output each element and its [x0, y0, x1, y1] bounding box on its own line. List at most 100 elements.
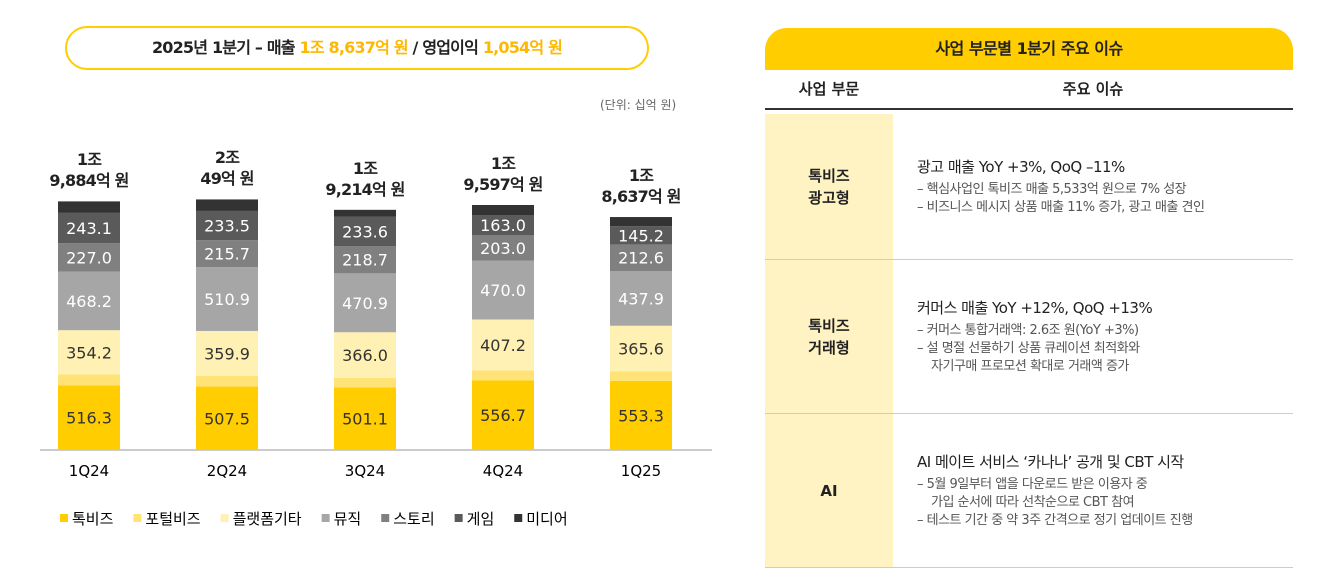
total-label: 1조 9,884억 원 — [49, 150, 129, 191]
legend-label: 게임 — [467, 510, 495, 528]
headline: 2025년 1분기 – 매출 1조 8,637억 원 / 영업이익 1,054억… — [65, 26, 649, 70]
bar-segment — [196, 267, 258, 331]
value-label: 243.1 — [66, 219, 112, 238]
value-label: 212.6 — [618, 249, 664, 268]
table-row: 톡비즈 광고형 광고 매출 YoY +3%, QoQ –11% – 핵심사업인 톡비… — [765, 114, 1293, 260]
value-label: 470.9 — [342, 294, 388, 313]
value-label: 163.0 — [480, 216, 526, 235]
table-row: AI AI 메이트 서비스 ‘카나나’ 공개 및 CBT 시작 – 5월 9일부터 … — [765, 414, 1293, 568]
issue-bullet: – 5월 9일부터 앱을 다운로드 받은 이용자 중 가입 순서에 따라 선착순… — [917, 477, 1148, 510]
value-label: 359.9 — [204, 344, 250, 363]
bar-segment — [58, 385, 120, 450]
bar-segment — [58, 374, 120, 386]
legend-swatch — [220, 514, 229, 522]
issue-table: 사업 부문별 1분기 주요 이슈 사업 부문 주요 이슈 톡비즈 광고형 광고 매… — [765, 28, 1293, 568]
x-tick-label: 1Q25 — [621, 462, 661, 480]
bar-segment — [196, 199, 258, 211]
legend-label: 포털비즈 — [145, 510, 200, 528]
value-label: 553.3 — [618, 406, 664, 425]
bar-segment — [610, 325, 672, 372]
bar-segment — [334, 216, 396, 247]
value-label: 470.0 — [480, 281, 526, 300]
bar-segment — [610, 217, 672, 227]
value-label: 516.3 — [66, 409, 112, 428]
chart: 516.3 354.2 468.2 227.0 243.1 1Q24 507.5 359.9 5… — [40, 199, 712, 528]
bar-segment — [610, 226, 672, 245]
bar-segment — [58, 243, 120, 272]
legend-swatch — [454, 514, 463, 522]
issue-bullet: – 설 명절 선물하기 상품 큐레이션 최적화와 자기구매 프로모션 확대로 거… — [917, 341, 1140, 374]
issue-heading: AI 메이트 서비스 ‘카나나’ 공개 및 CBT 시작 — [917, 453, 1184, 471]
column-header: 사업 부문 — [798, 80, 860, 98]
value-label: 510.9 — [204, 290, 250, 309]
bar-segment — [58, 330, 120, 375]
legend-swatch — [321, 514, 330, 522]
value-label: 354.2 — [66, 343, 112, 362]
column-header: 주요 이슈 — [1062, 80, 1124, 98]
total-label: 2조 49억 원 — [200, 148, 254, 189]
legend-swatch — [133, 514, 142, 522]
bar-segment — [58, 271, 120, 331]
x-tick-label: 4Q24 — [483, 462, 523, 480]
total-label: 1조 9,597억 원 — [463, 154, 543, 195]
total-label: 1조 9,214억 원 — [325, 158, 405, 199]
bar-segment — [196, 240, 258, 268]
bar-segment — [334, 209, 396, 217]
bar-segment — [334, 273, 396, 333]
value-label: 145.2 — [618, 226, 664, 245]
bar-segment — [334, 387, 396, 450]
issue-bullet: – 비즈니스 메시지 상품 매출 11% 증가, 광고 매출 견인 — [917, 200, 1205, 215]
bar-segment — [472, 370, 534, 381]
issue-bullet: – 테스트 기간 중 약 3주 간격으로 정기 업데이트 진행 — [917, 513, 1193, 528]
value-label: 233.5 — [204, 217, 250, 236]
bar-segment — [472, 380, 534, 450]
value-label: 227.0 — [66, 248, 112, 267]
bar-segment — [58, 201, 120, 213]
value-label: 233.6 — [342, 222, 388, 241]
headline-revenue: 1조 8,637억 원 — [299, 38, 409, 57]
bar-segment — [196, 210, 258, 241]
value-label: 437.9 — [618, 289, 664, 308]
value-label: 218.7 — [342, 251, 388, 270]
table-header: 사업 부문 주요 이슈 — [765, 70, 1293, 110]
value-label: 203.0 — [480, 239, 526, 258]
issue-cell: 커머스 매출 YoY +12%, QoQ +13% – 커머스 통합거래액: 2.… — [893, 260, 1293, 413]
headline-profit: 1,054억 원 — [482, 38, 563, 57]
bar-segment — [610, 371, 672, 381]
total-label: 1조 8,637억 원 — [601, 166, 681, 207]
x-tick-label: 3Q24 — [345, 462, 385, 480]
value-label: 501.1 — [342, 410, 388, 429]
segment-cell: 톡비즈 광고형 — [765, 114, 893, 259]
bar-segment — [472, 235, 534, 261]
issue-cell: 광고 매출 YoY +3%, QoQ –11% – 핵심사업인 톡비즈 매출 5,… — [893, 114, 1293, 259]
headline-text: 2025년 1분기 – 매출 — [151, 38, 296, 57]
value-label: 407.2 — [480, 336, 526, 355]
bar-segment — [472, 215, 534, 236]
bar-segment — [610, 380, 672, 450]
legend-label: 미디어 — [526, 510, 567, 528]
legend-swatch — [60, 514, 68, 522]
segment-cell: AI — [765, 414, 893, 567]
bar-segment — [334, 246, 396, 274]
table-title: 사업 부문별 1분기 주요 이슈 — [765, 28, 1293, 70]
value-label: 365.6 — [618, 340, 664, 359]
legend-label: 플랫폼기타 — [233, 510, 302, 528]
bar-segment — [196, 375, 258, 387]
issue-cell: AI 메이트 서비스 ‘카나나’ 공개 및 CBT 시작 – 5월 9일부터 앱을… — [893, 414, 1293, 567]
legend-label: 톡비즈 — [72, 510, 114, 528]
x-tick-label: 2Q24 — [207, 462, 247, 480]
headline-text: / 영업이익 — [412, 38, 479, 57]
table-row: 톡비즈 거래형 커머스 매출 YoY +12%, QoQ +13% – 커머스 통합… — [765, 260, 1293, 414]
issue-bullet: – 핵심사업인 톡비즈 매출 5,533억 원으로 7% 성장 — [917, 182, 1187, 197]
issue-heading: 커머스 매출 YoY +12%, QoQ +13% — [917, 299, 1153, 317]
issue-heading: 광고 매출 YoY +3%, QoQ –11% — [917, 158, 1125, 176]
issue-bullet: – 커머스 통합거래액: 2.6조 원(YoY +3%) — [917, 323, 1139, 338]
bar-segment — [334, 377, 396, 388]
value-label: 507.5 — [204, 409, 250, 428]
bar-segment — [472, 205, 534, 216]
legend-label: 스토리 — [393, 510, 434, 528]
bar-segment — [472, 260, 534, 320]
value-label: 366.0 — [342, 346, 388, 365]
unit-note: (단위: 십억 원) — [600, 98, 677, 112]
